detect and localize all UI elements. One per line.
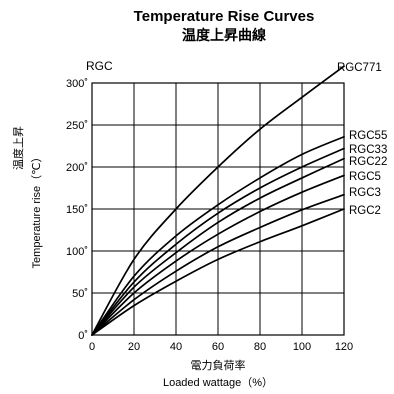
series-label-rgc3: RGC3 (349, 187, 381, 199)
series-label-rgc5: RGC5 (349, 171, 381, 183)
x-tick-label: 80 (254, 341, 266, 353)
series-curve-rgc22 (91, 157, 345, 336)
x-tick-label: 120 (335, 341, 353, 353)
y-tick-label: 250˚ (66, 120, 88, 132)
series-label-rgc22: RGC22 (349, 156, 387, 168)
chart-title: Temperature Rise Curves (134, 8, 315, 25)
chart-subtitle: 温度上昇曲線 (182, 27, 266, 44)
x-tick-label: 100 (293, 341, 311, 353)
series-label-rgc2: RGC2 (349, 205, 381, 217)
series-curve-rgc3 (91, 193, 345, 336)
series-label-rgc771: RGC771 (337, 62, 382, 74)
series-label-rgc55: RGC55 (349, 130, 387, 142)
x-axis-ticks: 0 20 40 60 80 100 120 (89, 341, 353, 353)
y-tick-label: 50˚ (72, 288, 88, 300)
y-axis-label-jp: 温度上昇 (11, 126, 25, 170)
y-axis-ticks: 0˚ 50˚ 100˚ 150˚ 200˚ 250˚ 300˚ (66, 78, 88, 342)
x-tick-label: 20 (128, 341, 140, 353)
x-tick-label: 0 (89, 341, 95, 353)
x-tick-label: 60 (212, 341, 224, 353)
x-tick-label: 40 (170, 341, 182, 353)
y-tick-label: 300˚ (66, 78, 88, 90)
x-axis-label-jp: 電力負荷率 (191, 358, 246, 372)
series-curves (91, 65, 345, 336)
series-curve-rgc55 (91, 135, 345, 336)
y-tick-label: 200˚ (66, 162, 88, 174)
y-tick-label: 150˚ (66, 204, 88, 216)
y-axis-label-en: Temperature rise（℃） (30, 152, 43, 269)
series-curve-rgc771 (91, 65, 345, 336)
x-axis-label-en: Loaded wattage（%） (163, 376, 273, 389)
series-group-label: RGC (86, 59, 113, 73)
series-curve-rgc2 (91, 208, 345, 336)
y-tick-label: 100˚ (66, 246, 88, 258)
series-label-rgc33: RGC33 (349, 144, 387, 156)
series-curve-rgc33 (91, 147, 345, 336)
series-curve-rgc5 (91, 174, 345, 336)
y-tick-label: 0˚ (78, 330, 88, 342)
